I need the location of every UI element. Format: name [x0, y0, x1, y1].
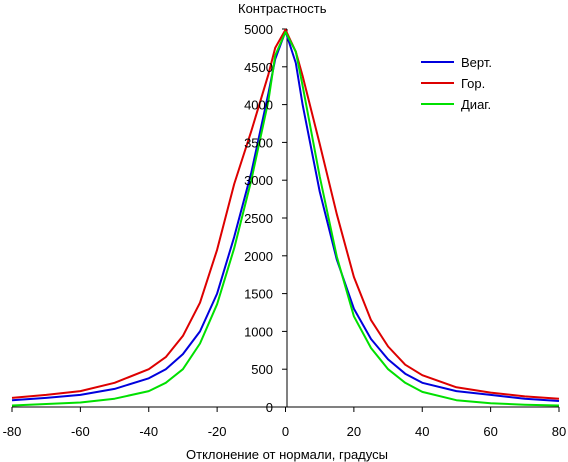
x-tick-label: -20	[208, 424, 227, 439]
y-tick-label: 1500	[244, 287, 273, 302]
y-tick-label: 5000	[244, 22, 273, 37]
y-tick-labels: 0 500 1000 1500 2000 2500 3000 3500 4000 4500 5000	[244, 22, 273, 415]
legend: Верт. Гор. Диаг.	[421, 55, 492, 112]
x-tick-label: 80	[552, 424, 566, 439]
x-tick-label: 0	[282, 424, 289, 439]
x-tick-label: -40	[139, 424, 158, 439]
x-tick-label: 40	[415, 424, 429, 439]
series-line-3	[11, 31, 560, 407]
y-tick-label: 0	[266, 400, 273, 415]
y-tick-label: 500	[251, 362, 273, 377]
legend-label: Диаг.	[461, 97, 491, 112]
legend-label: Гор.	[461, 76, 485, 91]
x-tick-label: 20	[347, 424, 361, 439]
y-axis-title: Контрастность	[238, 1, 327, 16]
x-tick-label: -60	[71, 424, 90, 439]
y-tick-label: 4500	[244, 60, 273, 75]
series-line-2	[11, 28, 560, 400]
legend-label: Верт.	[461, 55, 492, 70]
y-tick-label: 2500	[244, 211, 273, 226]
y-tick-label: 3000	[244, 173, 273, 188]
x-tick-label: 60	[483, 424, 497, 439]
axes	[11, 28, 560, 412]
y-tick-label: 3500	[244, 135, 273, 150]
x-tick-label: -80	[3, 424, 22, 439]
x-tick-labels: -80 -60 -40 -20 0 20 40 60 80	[3, 424, 567, 439]
y-tick-label: 4000	[244, 98, 273, 113]
series-layer	[11, 28, 560, 407]
x-axis-title: Отклонение от нормали, градусы	[186, 447, 388, 462]
y-tick-label: 2000	[244, 249, 273, 264]
y-tick-label: 1000	[244, 324, 273, 339]
